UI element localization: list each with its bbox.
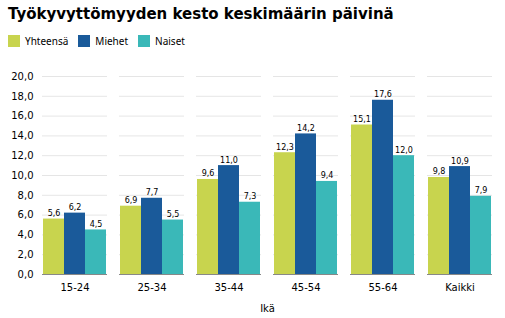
svg-text:10,9: 10,9	[451, 157, 469, 166]
svg-text:18,0: 18,0	[11, 91, 33, 102]
svg-text:5,5: 5,5	[167, 210, 180, 219]
svg-text:12,3: 12,3	[276, 143, 294, 152]
svg-text:9,8: 9,8	[433, 167, 446, 176]
svg-text:8,0: 8,0	[18, 190, 34, 201]
svg-text:9,4: 9,4	[321, 171, 334, 180]
svg-text:25-34: 25-34	[137, 282, 166, 293]
svg-text:15,1: 15,1	[353, 115, 371, 124]
svg-text:20,0: 20,0	[11, 71, 33, 82]
svg-text:14,0: 14,0	[11, 130, 33, 141]
svg-text:7,9: 7,9	[475, 186, 488, 195]
html-text:Yhteensä: Yhteensä	[25, 33, 69, 48]
svg-text:45-54: 45-54	[291, 282, 320, 293]
svg-text:12,0: 12,0	[395, 146, 413, 155]
svg-text:4,5: 4,5	[90, 220, 103, 229]
svg-text:16,0: 16,0	[11, 110, 33, 121]
svg-text:7,3: 7,3	[244, 192, 257, 201]
svg-text:2,0: 2,0	[18, 249, 34, 260]
svg-text:Kaikki: Kaikki	[445, 282, 475, 293]
svg-text:55-64: 55-64	[368, 282, 397, 293]
html-text:Työkyvyttömyyden kesto keskimä: Työkyvyttömyyden kesto keskimäärin päivi…	[8, 5, 394, 23]
svg-text:15-24: 15-24	[60, 282, 89, 293]
svg-text:10,0: 10,0	[11, 170, 33, 181]
svg-text:7,7: 7,7	[146, 188, 159, 197]
svg-text:35-44: 35-44	[214, 282, 243, 293]
html-text:Naiset: Naiset	[155, 33, 185, 48]
svg-text:6,9: 6,9	[125, 196, 138, 205]
svg-text:14,2: 14,2	[297, 124, 315, 133]
svg-text:Ikä: Ikä	[260, 303, 275, 314]
svg-text:9,6: 9,6	[202, 169, 215, 178]
svg-text:6,2: 6,2	[69, 203, 82, 212]
svg-text:0,0: 0,0	[18, 269, 34, 280]
svg-text:11,0: 11,0	[220, 156, 238, 165]
svg-text:12,0: 12,0	[11, 150, 33, 161]
svg-text:6,0: 6,0	[18, 209, 34, 220]
html-text:Miehet: Miehet	[95, 33, 128, 48]
svg-text:5,6: 5,6	[48, 209, 61, 218]
svg-text:17,6: 17,6	[374, 90, 392, 99]
svg-text:4,0: 4,0	[18, 229, 34, 240]
